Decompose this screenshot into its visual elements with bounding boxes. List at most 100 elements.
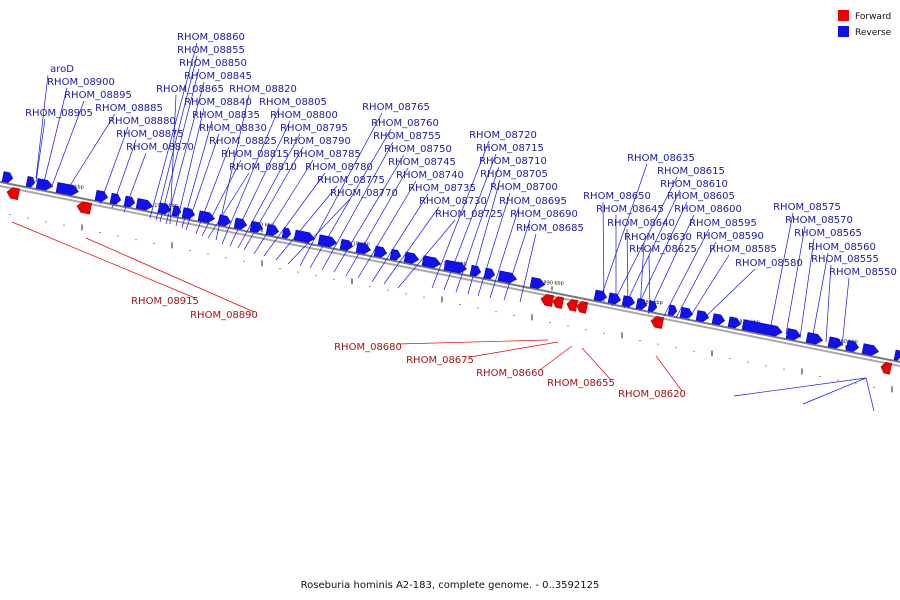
- reverse-gene-label: RHOM_08635: [627, 153, 695, 164]
- reverse-gene-arrow: [373, 245, 388, 258]
- reverse-leader-line: [165, 81, 205, 225]
- forward-gene-arrow: [6, 187, 21, 201]
- reverse-leader-line: [43, 87, 68, 183]
- reverse-leader-line: [647, 214, 695, 315]
- reverse-gene-label: RHOM_08900: [47, 77, 115, 88]
- reverse-gene-arrow: [469, 264, 482, 277]
- reverse-gene-arrow: [711, 313, 726, 326]
- backbone-shadow: [0, 185, 900, 367]
- reverse-gene-label: RHOM_08595: [689, 218, 757, 229]
- forward-leader-line: [655, 355, 683, 392]
- reverse-gene-label: RHOM_08610: [660, 179, 728, 190]
- reverse-leader-line: [207, 172, 250, 239]
- reverse-gene-label: RHOM_08555: [811, 254, 879, 265]
- reverse-leader-line: [299, 112, 383, 267]
- reverse-gene-arrow: [197, 210, 216, 223]
- forward-gene-label: RHOM_08915: [131, 296, 199, 307]
- reverse-gene-arrow: [171, 205, 182, 217]
- reverse-gene-label: RHOM_08750: [384, 144, 452, 155]
- reverse-gene-arrow: [55, 182, 79, 196]
- reverse-leader-line: [675, 241, 717, 319]
- reverse-gene-label: RHOM_08785: [293, 149, 361, 160]
- forward-gene-arrow: [76, 201, 93, 215]
- reverse-gene-arrow: [647, 300, 658, 312]
- reverse-leader-line: [169, 94, 177, 225]
- reverse-leader-line: [602, 201, 605, 303]
- reverse-gene-label: RHOM_08790: [283, 136, 351, 147]
- reverse-gene-label: RHOM_08705: [480, 169, 548, 180]
- reverse-gene-arrow: [727, 316, 742, 329]
- reverse-leader-line: [825, 264, 832, 343]
- reverse-gene-arrow: [497, 270, 518, 284]
- reverse-gene-label: RHOM_08730: [419, 196, 487, 207]
- reverse-gene-label: RHOM_08715: [476, 143, 544, 154]
- reverse-gene-label: aroD: [50, 64, 74, 75]
- scale-tick-label: 1920 kbp: [250, 222, 274, 228]
- forward-leader-line: [11, 221, 196, 299]
- genome-caption: Roseburia hominis A2-183, complete genom…: [301, 580, 600, 591]
- reverse-leader-line: [253, 159, 314, 255]
- reverse-gene-arrow: [861, 343, 880, 356]
- reverse-gene-label: RHOM_08690: [510, 209, 578, 220]
- reverse-gene-arrow: [25, 176, 36, 188]
- reverse-leader-line: [321, 141, 394, 271]
- reverse-gene-label: RHOM_08820: [229, 84, 297, 95]
- reverse-leader-line: [865, 377, 875, 412]
- reverse-gene-label: RHOM_08650: [583, 191, 651, 202]
- reverse-gene-label: RHOM_08745: [388, 157, 456, 168]
- reverse-gene-label: RHOM_08565: [794, 228, 862, 239]
- reverse-gene-arrow: [893, 349, 900, 361]
- reverse-leader-line: [635, 201, 688, 311]
- reverse-leader-line: [785, 225, 806, 335]
- reverse-gene-arrow: [695, 310, 710, 322]
- reverse-gene-label: RHOM_08805: [259, 97, 327, 108]
- reverse-leader-line: [626, 228, 629, 309]
- reverse-leader-line: [345, 167, 409, 277]
- forward-gene-arrow: [552, 296, 565, 309]
- reverse-gene-arrow: [805, 332, 824, 345]
- forward-leader-line: [581, 347, 612, 381]
- reverse-gene-arrow: [355, 242, 372, 255]
- reverse-gene-label: RHOM_08895: [64, 90, 132, 101]
- reverse-gene-label: RHOM_08845: [184, 71, 252, 82]
- forward-gene-arrow: [566, 299, 579, 312]
- reverse-gene-arrow: [281, 227, 292, 239]
- reverse-leader-line: [811, 252, 829, 341]
- reverse-gene-label: RHOM_08585: [709, 244, 777, 255]
- forward-leader-line: [469, 341, 559, 358]
- forward-leader-line: [397, 339, 549, 345]
- reverse-gene-label: RHOM_08645: [596, 204, 664, 215]
- reverse-leader-line: [503, 219, 531, 301]
- reverse-leader-line: [333, 154, 405, 273]
- reverse-gene-label: RHOM_08685: [516, 223, 584, 234]
- reverse-gene-label: RHOM_08615: [657, 166, 725, 177]
- forward-gene-arrow: [650, 316, 665, 329]
- reverse-gene-arrow: [607, 292, 622, 305]
- reverse-gene-label: RHOM_08905: [25, 108, 93, 119]
- reverse-gene-label: RHOM_08720: [469, 130, 537, 141]
- reverse-gene-label: RHOM_08770: [330, 188, 398, 199]
- reverse-gene-arrow: [635, 298, 648, 310]
- reverse-leader-line: [221, 107, 280, 245]
- reverse-gene-label: RHOM_08755: [373, 131, 441, 142]
- reverse-leader-line: [687, 254, 730, 321]
- reverse-leader-line: [802, 377, 867, 405]
- backbone-line: [0, 181, 900, 363]
- reverse-gene-arrow: [421, 255, 442, 269]
- reverse-gene-label: RHOM_08835: [192, 110, 260, 121]
- reverse-gene-label: RHOM_08800: [270, 110, 338, 121]
- reverse-gene-label: RHOM_08840: [184, 97, 252, 108]
- reverse-leader-line: [431, 140, 490, 289]
- reverse-gene-label: RHOM_08880: [108, 116, 176, 127]
- reverse-gene-label: RHOM_08870: [126, 142, 194, 153]
- reverse-gene-arrow: [123, 195, 136, 208]
- reverse-leader-line: [51, 100, 85, 187]
- reverse-gene-arrow: [109, 192, 122, 205]
- forward-leader-line: [85, 237, 255, 313]
- reverse-gene-label: RHOM_08855: [177, 45, 245, 56]
- reverse-gene-arrow: [249, 220, 264, 233]
- reverse-gene-label: RHOM_08765: [362, 102, 430, 113]
- reverse-gene-label: RHOM_08640: [607, 218, 675, 229]
- reverse-gene-label: RHOM_08795: [280, 123, 348, 134]
